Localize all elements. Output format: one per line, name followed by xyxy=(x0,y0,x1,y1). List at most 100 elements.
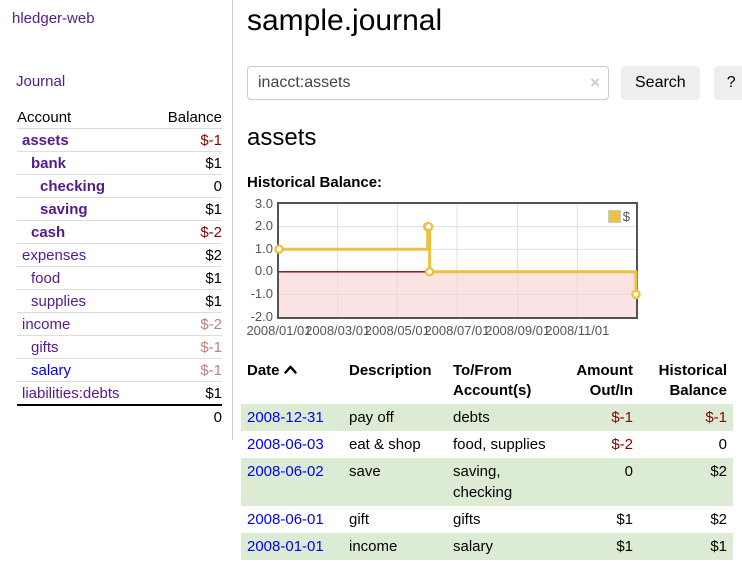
account-balance: $1 xyxy=(205,270,222,287)
help-button[interactable]: ? xyxy=(713,65,742,100)
transaction-accounts: gifts xyxy=(453,511,481,528)
account-link-checking[interactable]: checking xyxy=(40,178,106,195)
account-link-expenses[interactable]: expenses xyxy=(22,247,87,264)
x-axis-tick-label: 2008/03/01 xyxy=(305,322,371,338)
main-content: sample.journal × Search ? assets Histori… xyxy=(233,0,742,560)
transaction-accounts: salary xyxy=(453,538,494,555)
account-balance: $1 xyxy=(205,385,222,402)
account-row: bank $1 xyxy=(17,151,222,175)
account-heading: assets xyxy=(247,123,317,151)
sidebar: hledger-web Journal Account Balance asse… xyxy=(0,0,233,440)
page: hledger-web Journal Account Balance asse… xyxy=(0,0,742,560)
transaction-amount: 0 xyxy=(624,463,633,480)
transaction-date-link[interactable]: 2008-01-01 xyxy=(247,538,324,555)
col-date-label: Date xyxy=(247,361,280,379)
transaction-accounts: debts xyxy=(453,409,490,426)
accounts-table: Account Balance assets $-1 bank $1 checking 0… xyxy=(17,106,222,428)
account-link-assets[interactable]: assets xyxy=(22,132,69,149)
transaction-balance: $1 xyxy=(710,538,727,555)
y-axis-tick-label: 0.0 xyxy=(254,263,273,279)
transaction-date-link[interactable]: 2008-12-31 xyxy=(247,409,324,426)
x-axis-tick-label: 2008/07/01 xyxy=(424,322,490,338)
transaction-row: 2008-06-02 save saving, checking 0 $2 xyxy=(241,458,733,506)
transaction-balance: $2 xyxy=(710,463,727,480)
account-row: assets $-1 xyxy=(17,128,222,152)
register-table: Date Description To/From Account(s) Amou… xyxy=(241,358,733,560)
account-link-salary[interactable]: salary xyxy=(31,362,72,379)
transaction-amount: $-2 xyxy=(611,436,633,453)
account-link-bank[interactable]: bank xyxy=(31,155,67,172)
account-balance: $-1 xyxy=(200,132,222,149)
transaction-description: save xyxy=(349,463,381,480)
account-row: food $1 xyxy=(17,266,222,290)
transaction-accounts: food, supplies xyxy=(453,436,546,453)
transaction-description: eat & shop xyxy=(349,436,421,453)
search-button[interactable]: Search xyxy=(621,65,700,100)
transaction-description: income xyxy=(349,538,398,555)
accounts-total-value: 0 xyxy=(213,409,222,426)
account-row: liabilities:debts $1 xyxy=(17,381,222,406)
transaction-row: 2008-06-03 eat & shop food, supplies $-2 0 xyxy=(241,431,733,458)
transaction-row: 2008-12-31 pay off debts $-1 $-1 xyxy=(241,404,733,431)
chart-legend: $ xyxy=(607,209,630,224)
clear-search-icon[interactable]: × xyxy=(590,72,600,92)
account-balance: $-2 xyxy=(200,316,222,333)
chart-plot-area: $ xyxy=(274,201,641,319)
transaction-date-link[interactable]: 2008-06-01 xyxy=(247,511,324,528)
transaction-date-link[interactable]: 2008-06-03 xyxy=(247,436,324,453)
account-balance: $-1 xyxy=(200,362,222,379)
col-amount: Amount Out/In xyxy=(576,361,633,399)
account-row: salary $-1 xyxy=(17,358,222,382)
x-axis-tick-label: 2008/09/01 xyxy=(485,322,551,338)
transaction-balance: $-1 xyxy=(705,409,727,426)
transaction-row: 2008-06-01 gift gifts $1 $2 xyxy=(241,506,733,533)
y-axis-tick-label: -2.0 xyxy=(250,308,273,324)
col-balance: Historical Balance xyxy=(658,361,727,399)
y-axis-tick-label: 3.0 xyxy=(254,195,273,211)
account-link-gifts[interactable]: gifts xyxy=(31,339,59,356)
account-link-food[interactable]: food xyxy=(31,270,61,287)
x-axis-tick-label: 2008/05/01 xyxy=(364,322,430,338)
account-link-supplies[interactable]: supplies xyxy=(31,293,87,310)
transaction-date-link[interactable]: 2008-06-02 xyxy=(247,463,324,480)
transaction-row: 2008-01-01 income salary $1 $1 xyxy=(241,533,733,560)
accounts-col-account: Account xyxy=(17,109,72,126)
accounts-table-body: assets $-1 bank $1 checking 0 saving $1 cash $-2 e… xyxy=(17,128,222,406)
transaction-accounts: saving, checking xyxy=(453,463,513,501)
transaction-description: gift xyxy=(349,511,370,528)
x-axis-tick-label: 2008/01/01 xyxy=(246,322,312,338)
account-balance: $1 xyxy=(205,293,222,310)
app-title-link[interactable]: hledger-web xyxy=(12,10,95,27)
search-input[interactable] xyxy=(247,65,609,100)
transaction-amount: $1 xyxy=(616,511,633,528)
y-axis-tick-label: 1.0 xyxy=(254,240,273,256)
account-row: saving $1 xyxy=(17,197,222,221)
transaction-balance: $2 xyxy=(710,511,727,528)
account-balance: $2 xyxy=(205,247,222,264)
account-row: supplies $1 xyxy=(17,289,222,313)
x-axis-tick-label: 2008/11/01 xyxy=(545,322,610,338)
register-header-row: Date Description To/From Account(s) Amou… xyxy=(241,358,733,405)
account-link-saving[interactable]: saving xyxy=(40,201,88,218)
register-table-body: 2008-12-31 pay off debts $-1 $-1 2008-06-03 ea… xyxy=(241,404,733,560)
account-link-liabilities-debts[interactable]: liabilities:debts xyxy=(22,385,120,402)
sidebar-item-journal[interactable]: Journal xyxy=(16,73,66,90)
accounts-header-row: Account Balance xyxy=(17,106,222,129)
accounts-total-row: 0 xyxy=(17,405,222,428)
col-date[interactable]: Date xyxy=(241,358,343,405)
transaction-amount: $1 xyxy=(616,538,633,555)
sort-ascending-icon xyxy=(283,365,297,374)
account-link-income[interactable]: income xyxy=(22,316,71,333)
account-balance: 0 xyxy=(213,178,222,195)
account-balance: $-1 xyxy=(200,339,222,356)
legend-swatch-icon xyxy=(607,209,621,223)
y-axis-tick-label: 2.0 xyxy=(254,218,273,234)
page-title: sample.journal xyxy=(247,4,443,37)
accounts-col-balance: Balance xyxy=(167,109,222,126)
y-axis-tick-label: -1.0 xyxy=(250,285,273,301)
account-link-cash[interactable]: cash xyxy=(31,224,66,241)
transaction-balance: 0 xyxy=(718,436,727,453)
account-balance: $1 xyxy=(205,201,222,218)
account-balance: $-2 xyxy=(200,224,222,241)
search-form: × Search ? xyxy=(247,65,742,100)
